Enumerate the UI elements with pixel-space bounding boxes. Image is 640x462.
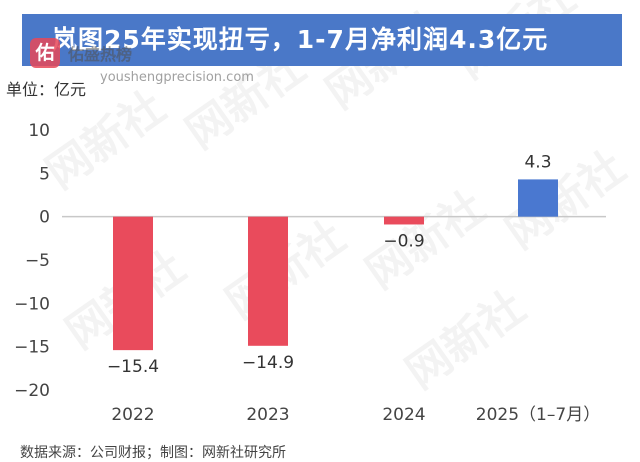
brand-logo-icon: 佑 [30,38,60,68]
bar [113,216,153,351]
data-label: −0.9 [383,231,424,251]
data-label: −15.4 [107,357,159,377]
y-tick-label: −20 [14,381,50,401]
y-tick-label: 0 [39,208,50,228]
x-tick-label: 2025（1–7月） [476,405,600,425]
y-tick-label: −15 [14,338,50,358]
x-tick-label: 2022 [111,405,154,425]
chart-title: 岚图25年实现扭亏，1-7月净利润4.3亿元 [22,14,622,66]
bar [248,216,288,346]
brand-url: youshengprecision.com [100,70,254,85]
y-tick-label: 5 [39,164,50,184]
x-tick-label: 2023 [246,405,289,425]
brand-watermark: 佑 佑盛热榜 [30,36,132,70]
y-tick-label: −5 [25,251,50,271]
x-tick-label: 2024 [382,405,425,425]
y-tick-label: 10 [28,121,50,141]
bar [384,216,424,225]
y-tick-label: −10 [14,294,50,314]
data-label: 4.3 [524,152,551,172]
watermark-text: 网新社 [357,182,494,299]
unit-label: 单位：亿元 [6,80,87,99]
bar [518,179,558,217]
source-footer: 数据来源：公司财报；制图：网新社研究所 [20,445,286,461]
watermark-text: 网新社 [397,282,534,399]
data-label: −14.9 [242,353,294,373]
brand-name: 佑盛热榜 [68,45,133,64]
watermark-text: 网新社 [497,142,634,259]
